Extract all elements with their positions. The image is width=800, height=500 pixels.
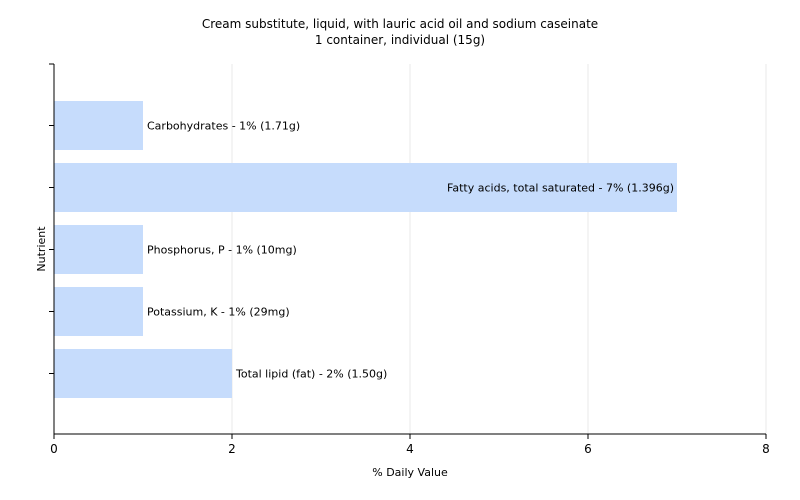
x-tick-label: 6 (584, 442, 592, 456)
x-tick-label: 8 (762, 442, 770, 456)
bar-phosphorus-p (54, 225, 143, 274)
x-tick-label: 4 (406, 442, 414, 456)
chart-subtitle: 1 container, individual (15g) (314, 33, 486, 47)
bar-total-lipid-fat- (54, 349, 232, 398)
bar-potassium-k (54, 287, 143, 336)
bar-label: Potassium, K - 1% (29mg) (147, 306, 290, 319)
bar-fatty-acids-total-saturated (54, 163, 677, 212)
bar-label: Fatty acids, total saturated - 7% (1.396… (447, 182, 674, 195)
bar-label: Total lipid (fat) - 2% (1.50g) (235, 368, 387, 381)
chart-title: Cream substitute, liquid, with lauric ac… (0, 16, 800, 48)
bar-carbohydrates (54, 101, 143, 150)
x-tick-label: 2 (228, 442, 236, 456)
x-tick-label: 0 (50, 442, 58, 456)
y-axis-title: Nutrient (35, 226, 48, 272)
chart-title-line-1: Cream substitute, liquid, with lauric ac… (201, 17, 599, 31)
x-axis-title: % Daily Value (372, 466, 448, 479)
bar-label: Carbohydrates - 1% (1.71g) (147, 120, 300, 133)
bar-label: Phosphorus, P - 1% (10mg) (147, 244, 297, 257)
